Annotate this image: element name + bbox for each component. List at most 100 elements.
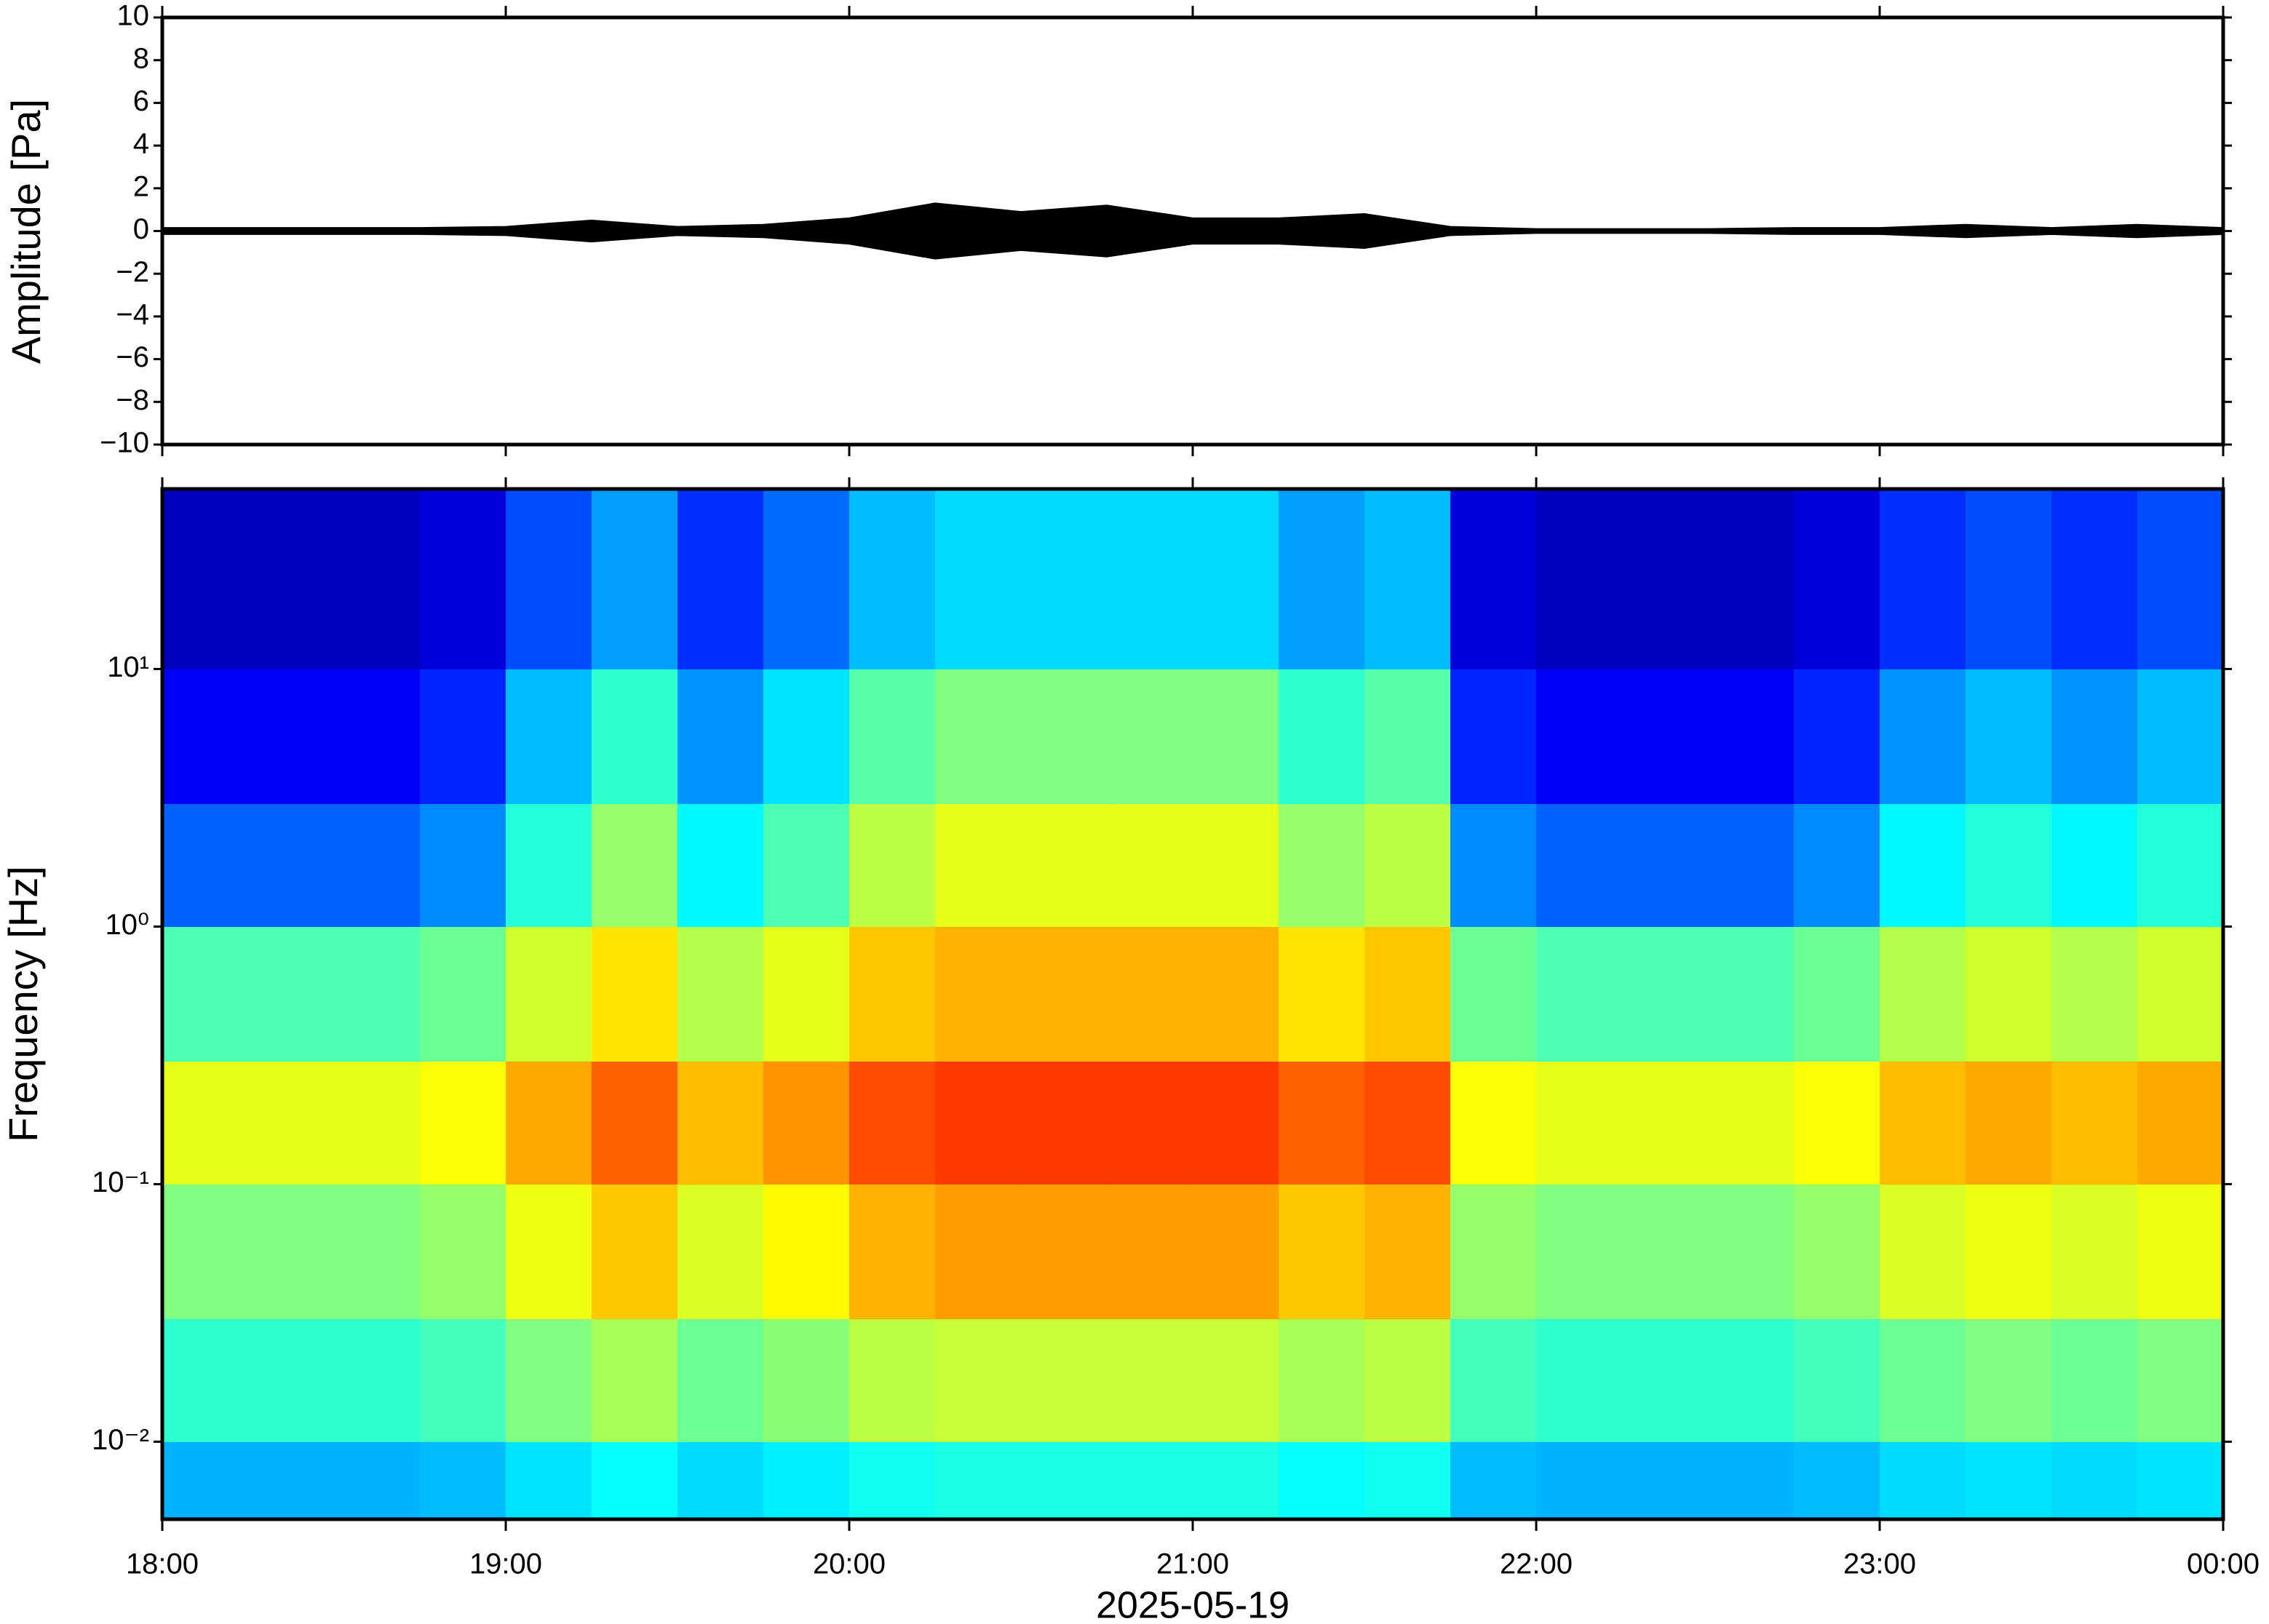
spectrogram-cell — [1021, 1318, 1108, 1442]
spectrogram-cell — [2137, 1441, 2224, 1520]
x-tick-label: 19:00 — [469, 1548, 542, 1580]
y-tick-label: 0 — [133, 213, 149, 245]
spectrogram-cell — [935, 803, 1022, 927]
spectrogram-cell — [248, 489, 335, 669]
spectrogram-cell — [849, 1184, 936, 1320]
y-axis-label: Frequency [Hz] — [0, 866, 46, 1142]
spectrogram-cell — [1536, 669, 1623, 805]
spectrogram-cell — [1364, 489, 1451, 669]
spectrogram-cell — [1107, 803, 1193, 927]
spectrogram-cell — [1708, 803, 1795, 927]
spectrogram-cell — [1794, 803, 1880, 927]
y-tick-label: 6 — [133, 85, 149, 117]
spectrogram-cell — [677, 1184, 764, 1320]
spectrogram-cell — [592, 1061, 678, 1185]
spectrogram-cell — [506, 926, 592, 1062]
spectrogram-cell — [1364, 803, 1451, 927]
y-tick-label: −4 — [116, 298, 149, 330]
x-tick-label: 00:00 — [2187, 1548, 2260, 1580]
spectrogram-cell — [1193, 489, 1279, 669]
spectrogram-cell — [248, 1441, 335, 1520]
spectrogram-cell — [506, 803, 592, 927]
spectrogram-cell — [1364, 669, 1451, 805]
spectrogram-cell — [1107, 926, 1193, 1062]
spectrogram-cell — [1193, 669, 1279, 805]
spectrogram-cell — [334, 1318, 421, 1442]
spectrogram-cell — [1880, 489, 1966, 669]
spectrogram-cell — [1794, 669, 1880, 805]
spectrogram-cell — [420, 1184, 506, 1320]
spectrogram-cell — [1708, 1318, 1795, 1442]
spectrogram-cell — [1450, 669, 1537, 805]
y-tick-label: 10⁻¹ — [92, 1166, 149, 1198]
spectrogram-cell — [935, 1318, 1022, 1442]
spectrogram-cell — [763, 1318, 850, 1442]
spectrogram-cell — [1193, 1184, 1279, 1320]
x-tick-label: 22:00 — [1500, 1548, 1573, 1580]
spectrogram-cell — [334, 1441, 421, 1520]
spectrogram-cell — [2137, 669, 2224, 805]
spectrogram-cell — [763, 1441, 850, 1520]
spectrogram-cell — [248, 1318, 335, 1442]
spectrogram-cell — [162, 1441, 249, 1520]
spectrogram-cell — [1021, 926, 1108, 1062]
spectrogram-cell — [1450, 1061, 1537, 1185]
spectrogram-cell — [162, 1318, 249, 1442]
spectrogram-cell — [1794, 489, 1880, 669]
spectrogram-cell — [1450, 803, 1537, 927]
spectrogram-cell — [248, 1061, 335, 1185]
spectrogram-cell — [1193, 803, 1279, 927]
spectrogram-cell — [1622, 1184, 1709, 1320]
spectrogram-cell — [677, 1318, 764, 1442]
spectrogram-cell — [849, 926, 936, 1062]
spectrogram-cell — [1708, 489, 1795, 669]
waveform — [162, 202, 2224, 260]
spectrogram-cell — [2051, 1061, 2138, 1185]
spectrogram-cell — [1107, 1184, 1193, 1320]
spectrogram-cell — [162, 1184, 249, 1320]
spectrogram-cell — [1193, 1441, 1279, 1520]
spectrogram-cell — [420, 926, 506, 1062]
spectrogram-cell — [763, 1184, 850, 1320]
spectrogram-cell — [1880, 1184, 1966, 1320]
spectrogram-cell — [1450, 1318, 1537, 1442]
spectrogram-cell — [1279, 1318, 1365, 1442]
spectrogram-cell — [506, 1061, 592, 1185]
spectrogram-cell — [334, 926, 421, 1062]
spectrogram-cell — [1966, 669, 2052, 805]
spectrogram-cell — [162, 1061, 249, 1185]
spectrogram-cell — [935, 489, 1022, 669]
spectrogram-cell — [2051, 926, 2138, 1062]
spectrogram-cell — [334, 489, 421, 669]
spectrogram-cell — [2051, 1318, 2138, 1442]
spectrogram-cell — [763, 489, 850, 669]
spectrogram-cell — [1708, 926, 1795, 1062]
spectrogram-cell — [1107, 1441, 1193, 1520]
spectrogram-cell — [506, 1441, 592, 1520]
spectrogram-cell — [1536, 926, 1623, 1062]
spectrogram-cell — [763, 669, 850, 805]
spectrogram-cell — [1622, 1441, 1709, 1520]
spectrogram-cell — [763, 926, 850, 1062]
spectrogram-cell — [1021, 803, 1108, 927]
spectrogram-cell — [1536, 1184, 1623, 1320]
x-tick-label: 20:00 — [813, 1548, 886, 1580]
spectrogram-cell — [1708, 669, 1795, 805]
spectrogram-cell — [2051, 489, 2138, 669]
spectrogram-cell — [1536, 489, 1623, 669]
x-tick-label: 21:00 — [1156, 1548, 1229, 1580]
spectrogram-cell — [248, 669, 335, 805]
spectrogram-cell — [1966, 1184, 2052, 1320]
y-tick-label: 10¹ — [107, 651, 149, 683]
spectrogram-cell — [1536, 1441, 1623, 1520]
spectrogram-cell — [1622, 1061, 1709, 1185]
spectrogram-cell — [334, 669, 421, 805]
spectrogram-cell — [1279, 926, 1365, 1062]
spectrogram-cell — [248, 803, 335, 927]
spectrogram-cell — [1021, 1441, 1108, 1520]
spectrogram-cell — [1794, 1441, 1880, 1520]
spectrogram-cell — [1279, 489, 1365, 669]
spectrogram-cell — [506, 1184, 592, 1320]
x-tick-label: 23:00 — [1843, 1548, 1916, 1580]
spectrogram-cell — [2051, 803, 2138, 927]
